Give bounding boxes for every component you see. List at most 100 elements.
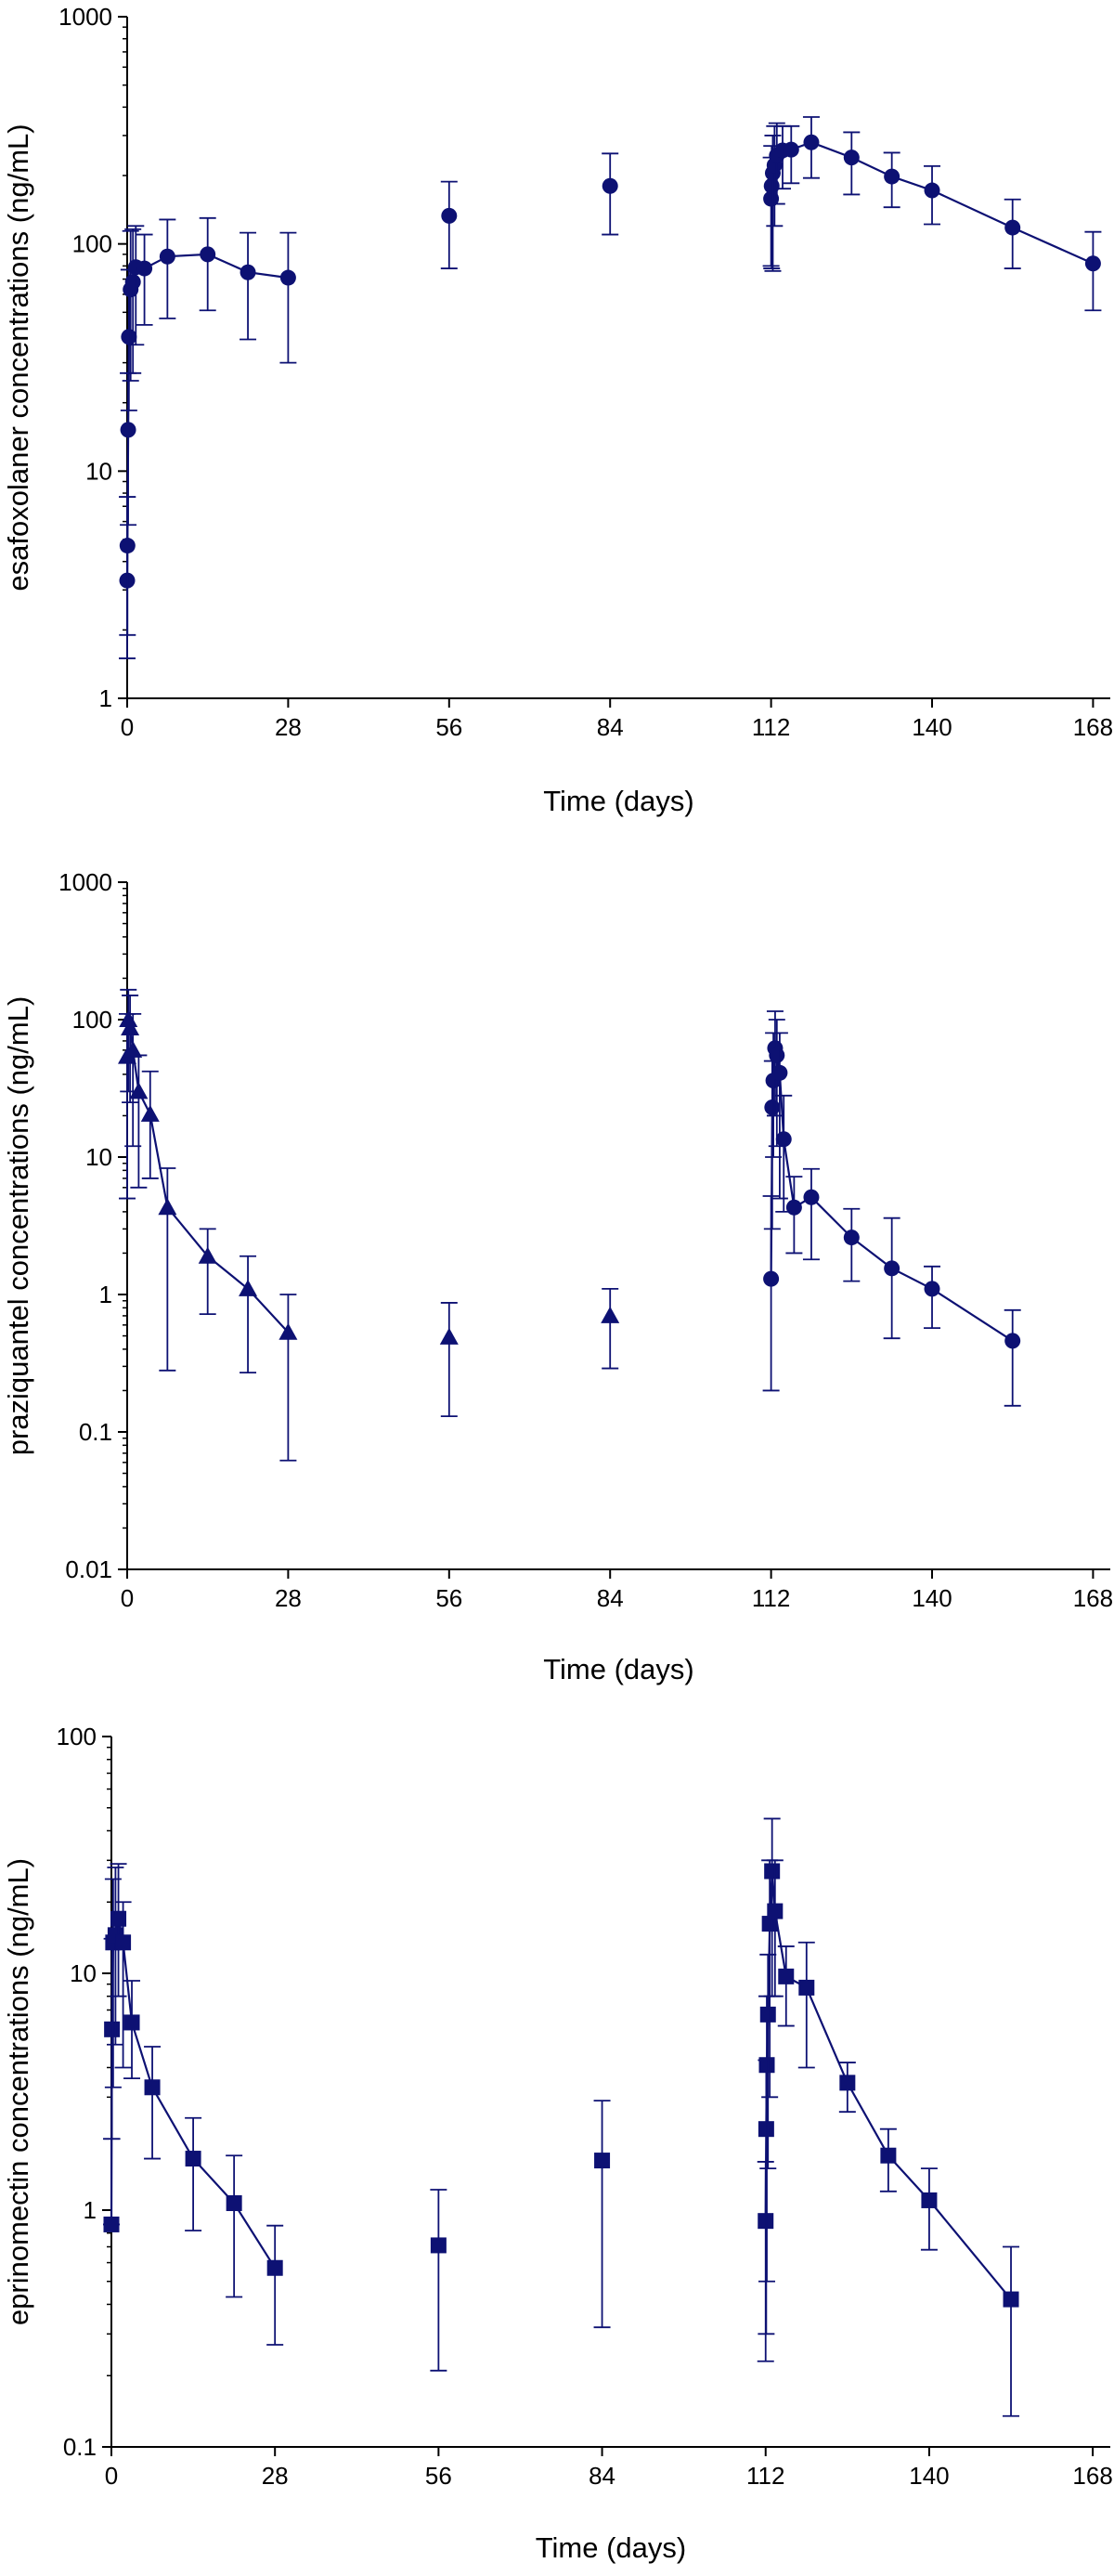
data-point-square (921, 2192, 938, 2208)
data-point-circle (764, 1099, 781, 1115)
data-point-square (880, 2147, 897, 2164)
data-point-circle (783, 141, 799, 158)
x-tick-label: 0 (105, 2462, 118, 2490)
data-point-square (266, 2259, 283, 2276)
data-point-triangle (278, 1322, 298, 1340)
series-2 (439, 1302, 459, 1418)
y-axis-title: praziquantel concentrations (ng/mL) (2, 996, 34, 1456)
data-point-square (759, 2006, 776, 2023)
data-point-circle (279, 269, 296, 286)
x-tick-label: 140 (912, 713, 952, 741)
data-point-square (104, 2021, 121, 2037)
series-3 (602, 152, 619, 236)
data-point-square (226, 2195, 242, 2212)
x-tick-label: 84 (597, 1584, 624, 1612)
data-point-circle (771, 1064, 788, 1081)
data-point-square (764, 1863, 781, 1880)
data-point-circle (240, 264, 256, 280)
data-point-circle (769, 1047, 785, 1063)
x-tick-label: 140 (909, 2462, 949, 2490)
series-2 (430, 2189, 447, 2372)
data-point-circle (119, 538, 136, 554)
x-axis-title: Time (days) (543, 1653, 693, 1685)
data-point-triangle (601, 1306, 620, 1323)
x-tick-label: 168 (1072, 2462, 1112, 2490)
data-point-triangle (198, 1246, 217, 1264)
data-point-circle (763, 1270, 780, 1287)
data-point-square (778, 1968, 795, 1984)
y-tick-label: 100 (57, 1723, 97, 1750)
data-point-triangle (140, 1104, 160, 1122)
data-point-triangle (123, 1040, 143, 1058)
data-point-circle (924, 182, 940, 199)
chart-panel-2: 0.01 0.1 1 10 100 1000 0 28 56 84 112 140 168 Time (d… (2, 868, 1113, 1685)
data-point-circle (120, 422, 136, 438)
data-point-circle (1084, 255, 1101, 272)
series-4 (757, 1817, 1020, 2417)
data-point-square (103, 2216, 120, 2232)
data-point-circle (763, 177, 780, 194)
y-tick-label: 1000 (58, 3, 112, 31)
x-tick-label: 112 (752, 713, 790, 741)
y-tick-label: 10 (85, 457, 112, 485)
data-point-square (1003, 2291, 1019, 2308)
data-point-circle (1004, 219, 1021, 236)
data-point-square (839, 2075, 856, 2091)
series-3 (593, 2100, 611, 2329)
data-point-circle (200, 246, 216, 263)
data-point-square (758, 2057, 775, 2074)
y-tick-label: 1000 (58, 868, 112, 896)
chart-panel-1: 1 10 100 1000 0 28 56 84 112 140 168 Time (days) esa… (2, 3, 1113, 817)
data-point-circle (1004, 1333, 1021, 1349)
series-1 (103, 1863, 284, 2346)
data-point-square (594, 2153, 611, 2169)
x-axis-title: Time (days) (543, 785, 693, 817)
y-tick-label: 10 (85, 1143, 112, 1171)
series-4 (762, 1010, 1021, 1407)
data-point-circle (785, 1199, 802, 1216)
data-point-square (798, 1979, 815, 1996)
series-4 (762, 116, 1102, 312)
data-point-circle (884, 1260, 900, 1277)
data-point-square (761, 1916, 778, 1932)
data-point-circle (803, 1189, 820, 1205)
data-point-square (110, 1910, 127, 1927)
y-tick-label: 0.1 (63, 2433, 97, 2461)
x-tick-label: 84 (589, 2462, 615, 2490)
x-tick-label: 28 (275, 713, 302, 741)
x-tick-label: 0 (121, 713, 134, 741)
y-tick-label: 10 (70, 1959, 97, 1987)
data-point-circle (884, 168, 900, 185)
x-tick-label: 112 (752, 1584, 790, 1612)
x-tick-label: 56 (425, 2462, 452, 2490)
y-tick-label: 0.01 (65, 1555, 112, 1583)
series-1 (119, 216, 297, 659)
x-tick-label: 84 (597, 713, 624, 741)
series-3 (601, 1287, 620, 1370)
data-point-square (430, 2237, 447, 2254)
chart-panel-3: 0.1 1 10 100 0 28 56 84 112 140 168 Time (days) epri… (2, 1723, 1113, 2564)
x-tick-label: 28 (262, 2462, 289, 2490)
x-tick-label: 28 (275, 1584, 302, 1612)
x-tick-label: 56 (435, 713, 462, 741)
series-line (764, 1870, 1012, 2300)
data-point-circle (121, 329, 137, 345)
x-tick-label: 56 (435, 1584, 462, 1612)
data-point-circle (124, 274, 141, 291)
y-tick-label: 1 (99, 684, 112, 712)
y-axis-title: esafoxolaner concentrations (ng/mL) (2, 124, 34, 591)
data-point-triangle (129, 1082, 149, 1099)
data-point-square (115, 1934, 132, 1951)
data-point-circle (924, 1281, 940, 1297)
data-point-triangle (121, 1018, 140, 1035)
series-2 (440, 180, 458, 269)
y-tick-label: 100 (72, 230, 112, 258)
data-point-circle (136, 260, 153, 277)
x-tick-label: 0 (121, 1584, 134, 1612)
x-axis-title: Time (days) (536, 2531, 686, 2564)
y-tick-label: 1 (84, 2196, 97, 2224)
data-point-circle (602, 177, 618, 194)
data-point-triangle (439, 1327, 459, 1345)
